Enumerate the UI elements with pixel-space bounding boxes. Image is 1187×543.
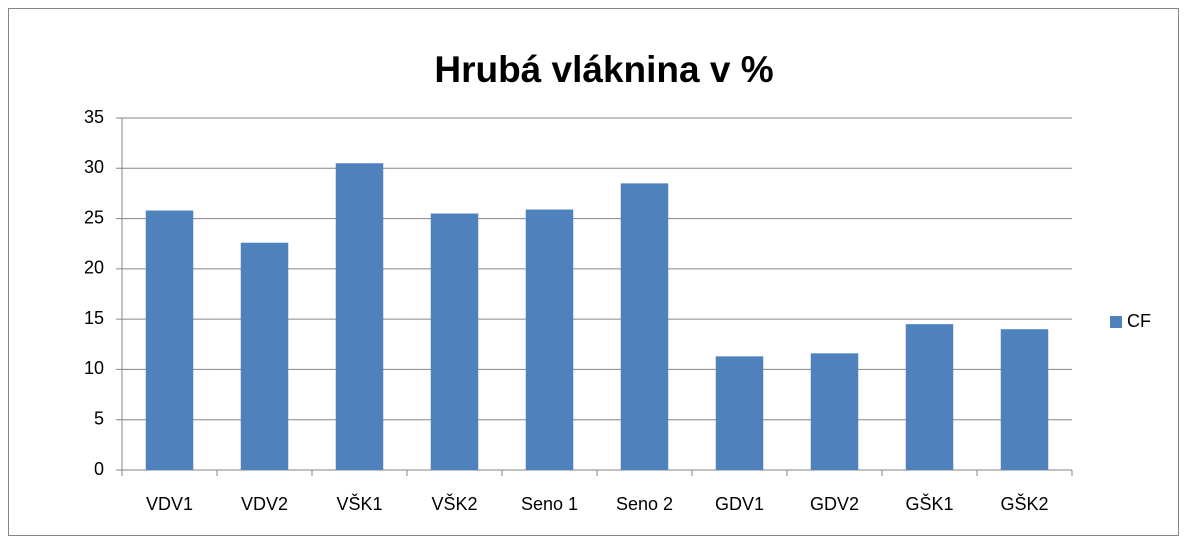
bar	[620, 183, 669, 470]
bar	[240, 242, 289, 470]
y-tick-label: 5	[94, 408, 104, 428]
legend-label: CF	[1127, 311, 1151, 331]
bar	[430, 213, 479, 471]
y-tick-label: 0	[94, 459, 104, 479]
x-tick-label: GDV2	[810, 494, 859, 514]
x-tick-label: GŠK2	[1000, 493, 1048, 514]
x-tick-label: VDV1	[146, 494, 193, 514]
x-tick-label: GDV1	[715, 494, 764, 514]
bar	[905, 324, 954, 470]
y-tick-label: 10	[84, 358, 104, 378]
x-tick-label: VDV2	[241, 494, 288, 514]
bar	[525, 209, 574, 470]
y-tick-label: 20	[84, 258, 104, 278]
x-tick-label: GŠK1	[905, 493, 953, 514]
y-tick-label: 35	[84, 107, 104, 127]
bar	[145, 210, 194, 471]
legend-swatch	[1110, 316, 1122, 328]
chart-border	[8, 8, 1179, 536]
y-tick-label: 25	[84, 207, 104, 227]
bar	[715, 356, 764, 470]
y-tick-label: 30	[84, 157, 104, 177]
x-tick-label: VŠK2	[431, 493, 477, 514]
bar	[810, 353, 859, 470]
bar	[335, 163, 384, 470]
bar	[1000, 329, 1049, 470]
y-tick-label: 15	[84, 308, 104, 328]
x-tick-label: VŠK1	[336, 493, 382, 514]
x-tick-label: Seno 1	[521, 494, 578, 514]
x-tick-label: Seno 2	[616, 494, 673, 514]
chart-title: Hrubá vláknina v %	[434, 49, 773, 90]
